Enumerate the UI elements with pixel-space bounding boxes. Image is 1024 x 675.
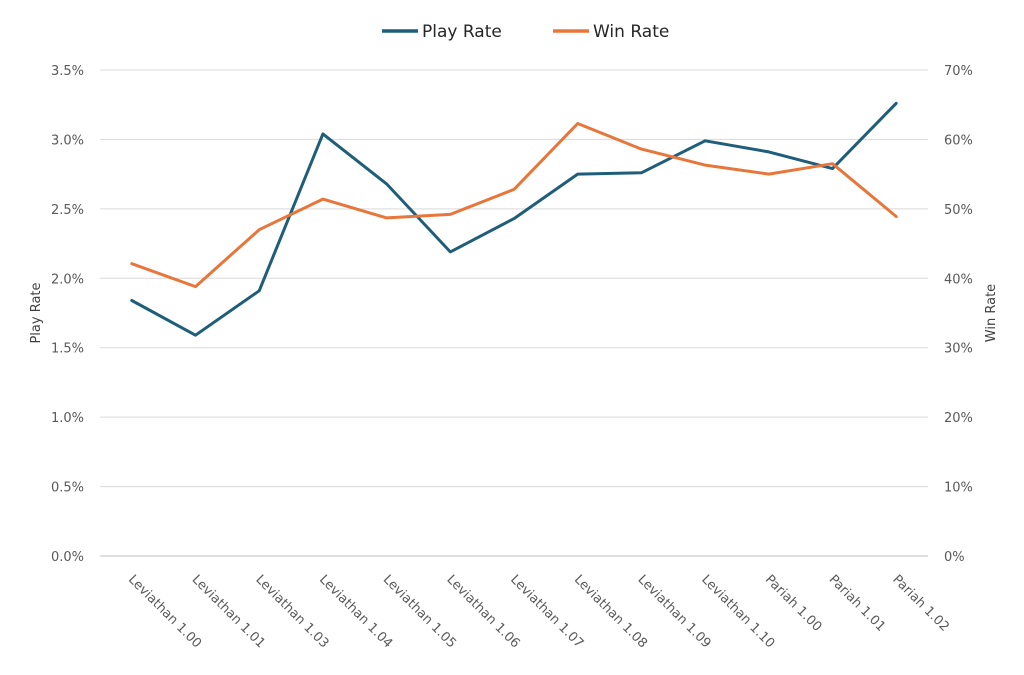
series-line-play-rate <box>130 101 898 337</box>
right-tick-label: 30% <box>944 342 973 357</box>
left-tick-label: 1.5% <box>51 342 84 357</box>
legend: Play Rate Win Rate <box>382 22 669 42</box>
left-tick-label: 0.0% <box>51 550 84 565</box>
left-axis-title: Play Rate <box>29 282 44 343</box>
left-tick-label: 3.5% <box>51 64 84 79</box>
x-tick-label: Pariah 1.01 <box>826 572 889 635</box>
right-tick-label: 60% <box>944 133 973 148</box>
legend-label: Win Rate <box>593 22 669 42</box>
right-tick-label: 10% <box>944 481 973 496</box>
x-tick-label: Pariah 1.00 <box>762 572 825 635</box>
left-tick-label: 2.0% <box>51 272 84 287</box>
right-axis-title: Win Rate <box>984 284 999 342</box>
left-tick-label: 0.5% <box>51 481 84 496</box>
right-tick-label: 40% <box>944 272 973 287</box>
left-tick-label: 1.0% <box>51 411 84 426</box>
gridlines <box>100 69 928 557</box>
x-tick-label: Pariah 1.02 <box>889 572 952 635</box>
right-tick-label: 50% <box>944 203 973 218</box>
plot-series <box>130 101 898 337</box>
left-tick-label: 2.5% <box>51 203 84 218</box>
legend-label: Play Rate <box>422 22 502 42</box>
right-axis-ticks: 0% 10% 20% 30% 40% 50% 60% 70% <box>944 64 973 565</box>
left-tick-label: 3.0% <box>51 133 84 148</box>
right-tick-label: 20% <box>944 411 973 426</box>
right-tick-label: 70% <box>944 64 973 79</box>
right-tick-label: 0% <box>944 550 965 565</box>
left-axis-ticks: 0.0% 0.5% 1.0% 1.5% 2.0% 2.5% 3.0% 3.5% <box>51 64 84 565</box>
series-line-win-rate <box>130 122 898 289</box>
